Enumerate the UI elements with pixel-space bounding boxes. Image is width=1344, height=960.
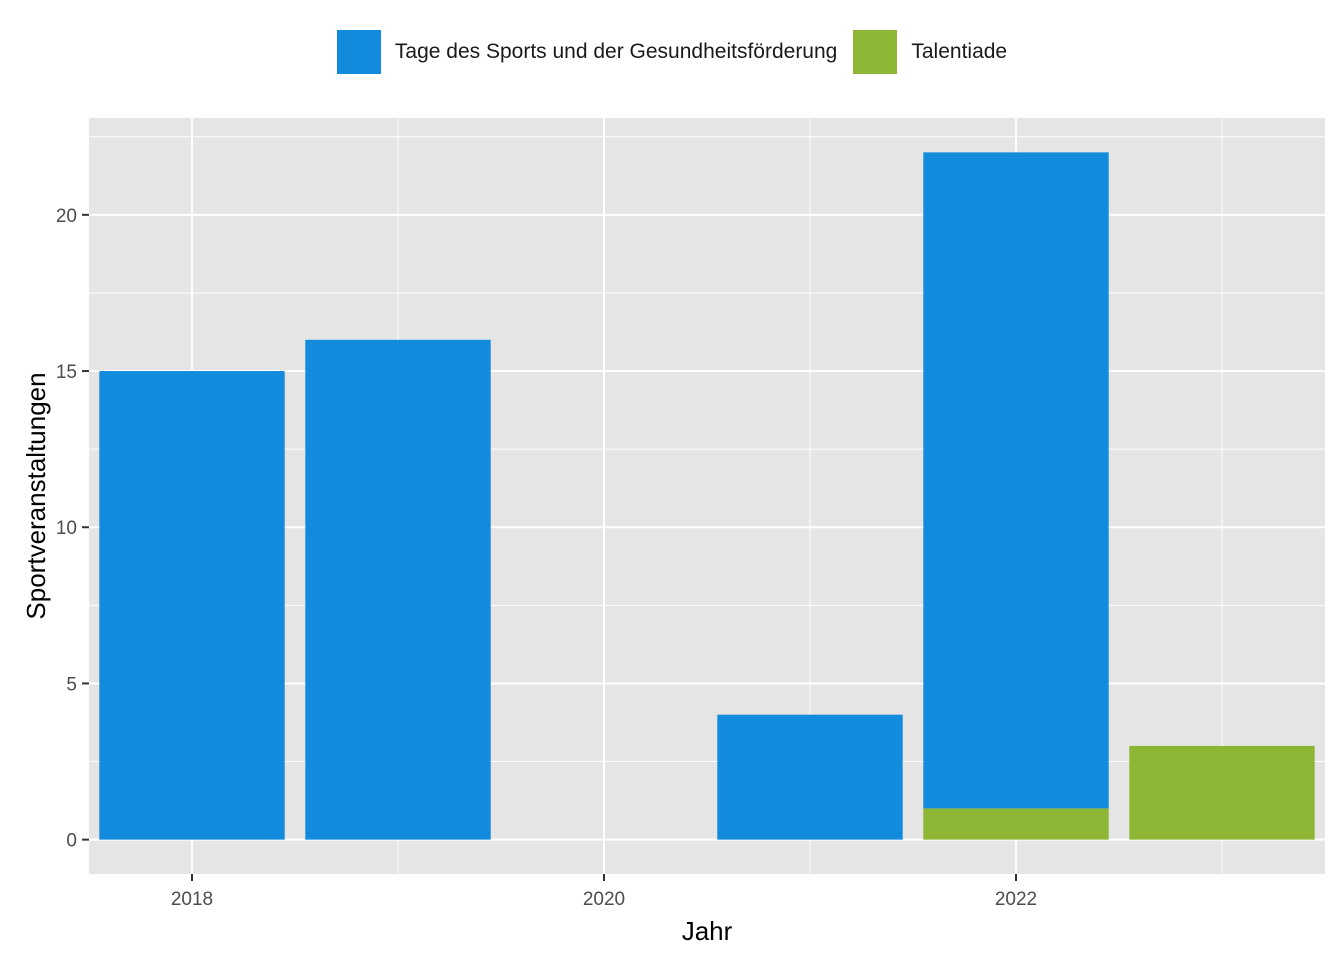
bar-2023-series-0 <box>1129 745 1315 840</box>
y-tick-label: 5 <box>66 674 77 695</box>
y-tick-label: 10 <box>56 518 77 539</box>
bar-2022-series-1 <box>923 152 1109 809</box>
bar-2018-series-1 <box>99 371 285 840</box>
legend-label: Tage des Sports und der Gesundheitsförde… <box>394 40 838 63</box>
gridlines <box>89 118 1325 919</box>
y-tick-label: 20 <box>56 206 77 227</box>
x-axis: 2018 2020 2022 <box>171 874 1037 910</box>
x-tick-label: 2022 <box>995 889 1037 910</box>
legend-label: Talentiade <box>911 40 1008 63</box>
bar-2021-series-1 <box>717 714 903 840</box>
bar-2019-series-1 <box>305 339 491 840</box>
y-axis-title: Sportveranstaltungen <box>21 372 51 619</box>
legend-key <box>336 30 381 74</box>
legend: Tage des Sports und der Gesundheitsförde… <box>0 28 1344 76</box>
legend-item: Talentiade <box>853 30 1007 74</box>
y-axis: 0 5 10 15 20 <box>56 206 89 852</box>
bars <box>99 152 1315 840</box>
x-tick-label: 2020 <box>583 889 625 910</box>
bar-2022-series-0 <box>923 808 1109 840</box>
legend-item: Tage des Sports und der Gesundheitsförde… <box>336 30 838 74</box>
x-axis-title: Jahr <box>682 916 733 946</box>
y-tick-label: 0 <box>66 831 77 852</box>
y-tick-label: 15 <box>56 362 77 383</box>
plot-panel <box>89 118 1325 874</box>
x-tick-label: 2018 <box>171 889 213 910</box>
legend-key <box>853 30 898 74</box>
